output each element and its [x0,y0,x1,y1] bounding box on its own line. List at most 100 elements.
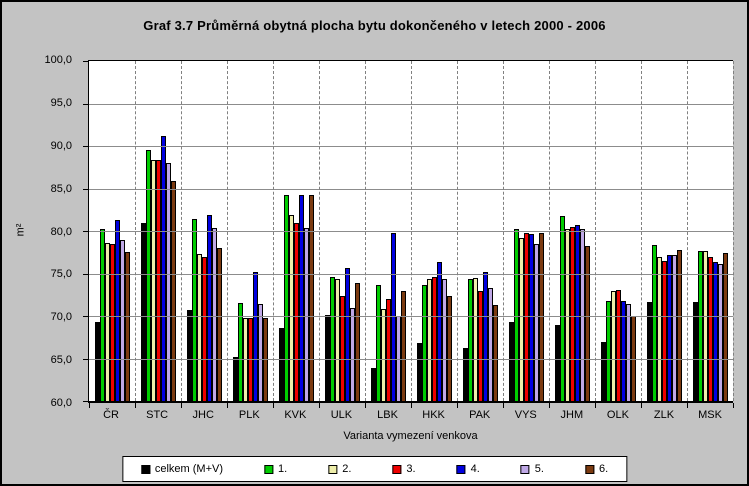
y-tick-mark [83,273,89,275]
bar-5-olk [625,304,631,401]
y-tick-label: 95,0 [50,96,72,109]
x-category-label-lbk: LBK [377,409,398,421]
x-tick-mark [89,403,90,408]
bar-group-hkk [411,61,457,401]
bar-2-zlk [656,257,662,401]
bar-6-čr [124,252,130,401]
bar-celkem-m-v-kvk [278,327,284,401]
legend-item-2: 2. [328,463,351,475]
vertical-gridline [273,61,274,401]
bar-3-jhc [201,257,207,401]
x-tick-mark [733,403,734,408]
bar-2-čr [104,242,110,401]
legend-swatch-icon [328,464,338,474]
x-tick-mark [365,403,366,408]
vertical-gridline [733,61,734,401]
x-tick-mark [457,403,458,408]
y-axis-ticks: 100,0 95,0 90,0 85,0 80,0 75,0 70,0 65,0 60,0 [28,54,82,409]
legend-label: 4. [470,463,480,475]
legend-swatch-icon [392,464,402,474]
legend-label: 2. [342,463,352,475]
bar-1-jhm [559,215,565,401]
bar-1-vys [513,229,519,401]
x-axis-labels: ČR STC JHC PLK KVK ULK LBK HKK PAK VYS JHM OLK ZLK MS… [88,409,733,421]
x-tick-mark [686,403,688,408]
bar-3-stc [155,160,161,401]
bar-celkem-m-v-čr [94,321,100,401]
bar-6-ulk [354,282,360,401]
bar-celkem-m-v-jhc [186,310,192,401]
bar-groups [89,61,733,401]
bar-2-kvk [288,214,294,401]
bar-3-olk [615,289,621,401]
bar-6-lbk [400,290,406,401]
bar-2-jhm [564,229,570,401]
bar-4-čr [114,219,120,401]
bar-1-kvk [283,195,289,401]
x-category-label-olk: OLK [606,409,629,421]
legend-swatch-icon [520,464,530,474]
bar-5-plk [257,304,263,401]
legend-label: 6. [598,463,609,475]
y-tick-label: 70,0 [50,311,72,324]
y-tick-mark [83,103,89,105]
legend-item-4: 4. [456,463,480,475]
bar-6-stc [170,180,176,401]
bar-5-vys [533,243,539,401]
y-tick-label: 60,0 [50,397,72,409]
x-axis-title: Varianta vymezení venkova [343,430,478,442]
vertical-gridline [503,61,504,401]
bar-1-ulk [329,276,335,401]
bar-5-zlk [671,254,677,401]
bar-5-pak [487,287,493,401]
bar-2-hkk [426,278,432,401]
y-tick-label: 75,0 [50,268,72,281]
x-category-label-pak: PAK [469,409,491,421]
bar-3-msk [707,256,713,401]
legend-swatch-icon [584,464,594,474]
legend-label: 3. [406,463,416,475]
legend-item-1: 1. [264,463,287,475]
bar-3-lbk [385,299,391,401]
bar-4-jhm [574,225,580,401]
bar-1-čr [99,229,105,401]
bar-2-pak [472,277,478,401]
legend-label: celkem (M+V) [154,463,224,475]
bar-1-plk [237,303,243,401]
bar-4-ulk [344,267,350,401]
bar-1-lbk [375,284,381,401]
bar-1-msk [697,251,703,401]
bar-2-lbk [380,309,386,401]
bar-5-jhc [211,228,217,401]
bar-group-jhc [181,61,227,401]
bar-6-zlk [676,249,682,401]
bar-group-pak [457,61,503,401]
vertical-gridline [181,61,182,401]
y-tick-mark [83,401,89,402]
bar-5-čr [119,239,125,401]
legend-swatch-icon [140,464,150,474]
x-category-label-zlk: ZLK [653,409,675,421]
bar-4-stc [160,135,166,401]
x-category-label-jhc: JHC [192,409,214,421]
y-tick-mark [83,61,89,62]
bar-4-olk [620,300,626,401]
legend-label: 1. [278,463,288,475]
bar-4-plk [252,271,258,401]
bar-group-čr [89,61,135,401]
plot-area [83,60,734,408]
x-tick-mark [549,403,550,408]
legend-swatch-icon [264,464,274,474]
bar-group-kvk [273,61,319,401]
bar-4-zlk [666,254,672,401]
bar-3-ulk [339,295,345,401]
bar-3-zlk [661,260,667,401]
x-category-label-stc: STC [146,409,169,421]
x-tick-mark [181,403,182,408]
bar-4-jhc [206,214,212,401]
bar-group-jhm [549,61,595,401]
bar-4-vys [528,234,534,401]
bar-celkem-m-v-pak [462,348,468,401]
y-tick-mark [83,188,89,190]
bar-4-pak [482,271,488,401]
